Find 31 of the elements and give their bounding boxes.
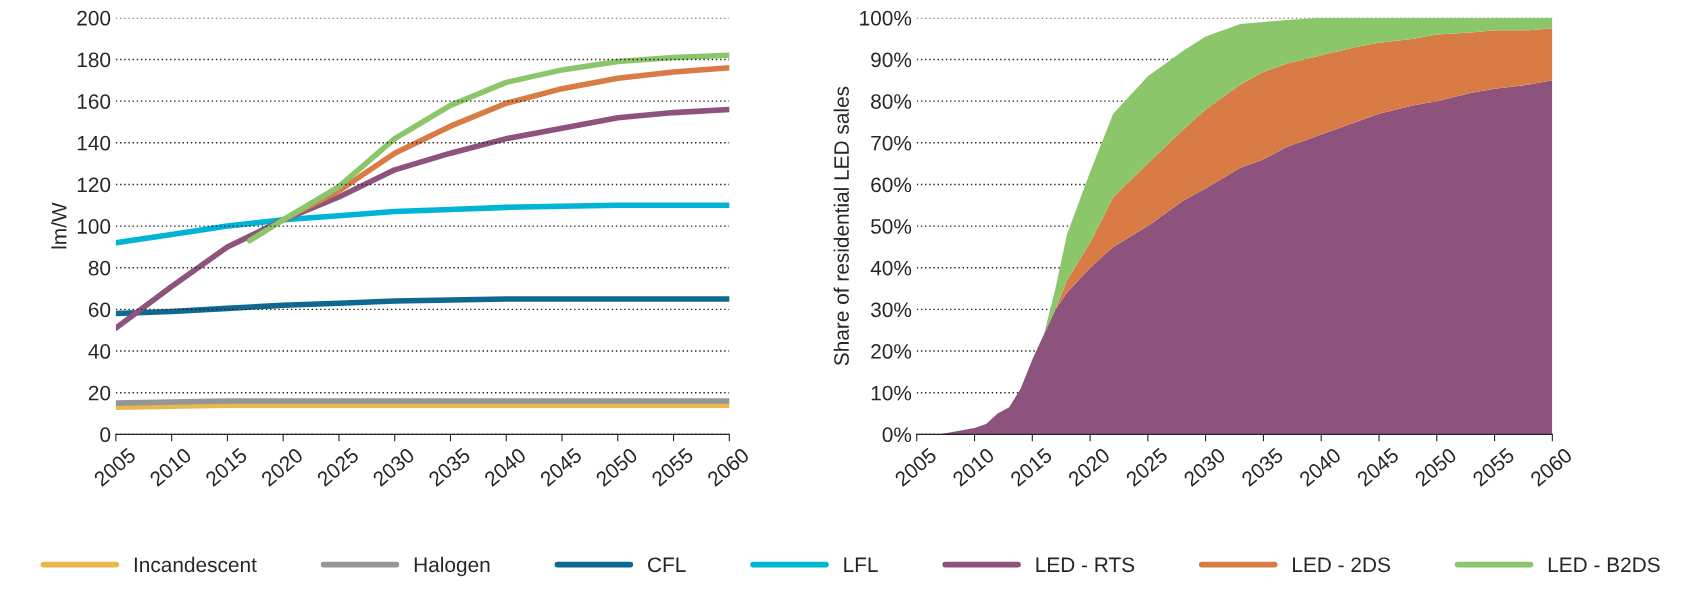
y-tick-label: 120 [77,177,111,193]
y-tick-label: 40% [870,260,912,276]
y-tick-label: 160 [77,94,111,109]
y-tick-label: 0 [100,427,111,443]
y-tick-label: 20% [871,344,912,359]
y-tick-label: 100% [860,10,912,26]
y-tick-label: 60 [88,302,111,318]
y-tick-label: 80% [871,94,912,109]
y-tick-label: 90% [871,52,912,68]
y-tick-label: 70% [871,135,912,151]
y-tick-label: 60% [871,177,912,193]
y-tick-label: 50% [871,219,912,234]
y-tick-label: 100 [77,219,111,234]
y-tick-label: 200 [77,10,111,26]
y-tick-label: 30% [870,302,912,318]
y-axis-title: lm/W [51,202,67,249]
legend-label: LED - RTS [1036,557,1135,573]
legend-label: LFL [844,557,878,572]
y-tick-label: 10% [871,385,912,401]
legend-label: LED - B2DS [1548,557,1660,573]
y-tick-label: 40 [88,344,111,359]
y-axis-title: Share of residential LED sales [833,86,849,366]
y-tick-label: 0% [882,427,912,443]
y-tick-label: 180 [77,52,111,68]
y-tick-label: 140 [77,135,111,151]
legend-label: CFL [648,557,686,573]
legend-label: Incandescent [134,556,257,573]
legend-label: LED - 2DS [1293,557,1390,573]
y-tick-label: 80 [88,260,111,276]
legend-label: Halogen [414,556,490,577]
y-tick-label: 20 [88,385,111,401]
